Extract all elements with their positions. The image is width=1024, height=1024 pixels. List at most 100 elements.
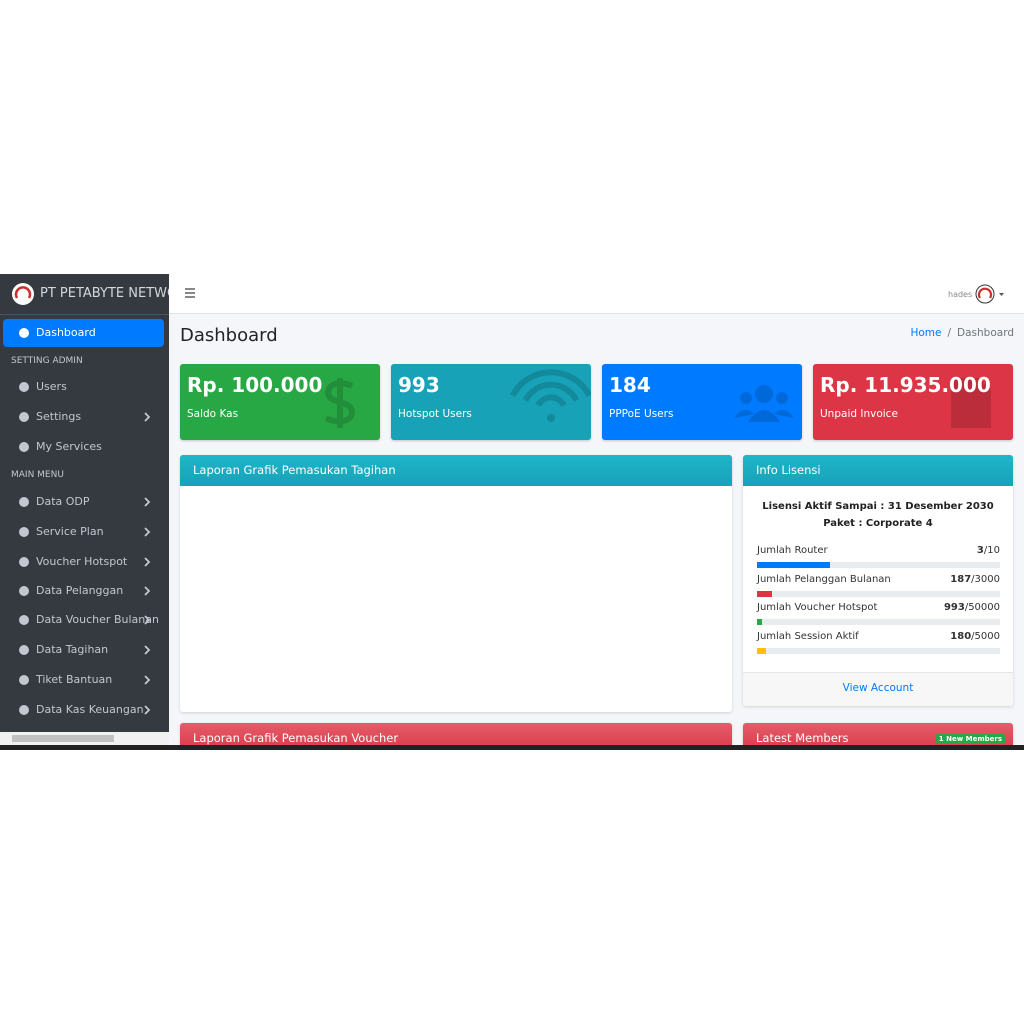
voucher-card: Laporan Grafik Pemasukan Voucher	[180, 723, 732, 746]
menu-label: Data Kas Keuangan	[36, 703, 144, 716]
icon-shape	[19, 615, 29, 625]
page-title: Dashboard	[180, 325, 278, 346]
chevron	[144, 645, 151, 655]
menu-heading: SETTING ADMIN	[11, 356, 83, 366]
logo-arc	[14, 286, 32, 299]
menu-heading: MAIN MENU	[11, 470, 64, 480]
stat-icon	[324, 378, 356, 428]
menu-icon	[19, 442, 29, 452]
stat-value: Rp. 11.935.000	[820, 373, 991, 397]
menu-item[interactable]: Voucher Hotspot	[3, 548, 164, 576]
chevron	[144, 557, 151, 567]
chevron	[144, 497, 151, 507]
card-title: Laporan Grafik Pemasukan Tagihan	[193, 463, 396, 477]
icon-shape	[19, 675, 29, 685]
menu-label: My Services	[36, 440, 102, 453]
stat-label: Unpaid Invoice	[820, 408, 898, 420]
usage-count: 180/5000	[950, 631, 1000, 642]
menu-item[interactable]: Data Kas Keuangan	[3, 696, 164, 724]
card-header: Laporan Grafik Pemasukan Tagihan	[180, 455, 732, 486]
chevron-shape	[144, 675, 151, 685]
view-account-link[interactable]: View Account	[842, 682, 914, 694]
stat-box: Rp. 100.000 Saldo Kas	[180, 364, 380, 440]
card-title: Info Lisensi	[756, 463, 821, 477]
progress-track	[757, 648, 1000, 655]
usage-label: Jumlah Session Aktif	[757, 631, 859, 643]
menu-item[interactable]: My Services	[3, 433, 164, 461]
menu-label: Dashboard	[36, 326, 96, 339]
menu-item[interactable]: Data Tagihan	[3, 636, 164, 664]
menu-item[interactable]: Data Voucher Bulanan	[3, 606, 164, 634]
usage-separator: /	[964, 602, 969, 614]
progress-bar	[757, 562, 830, 568]
icon-dollar	[324, 378, 356, 428]
icon-user	[740, 392, 752, 404]
icon-shape	[19, 705, 29, 715]
menu-item[interactable]: Data Pelanggan	[3, 577, 164, 605]
scroll-thumb	[12, 735, 114, 742]
chevron	[144, 412, 151, 422]
icon-shape	[19, 586, 29, 596]
chevron-shape	[144, 557, 151, 567]
stat-box: 993 Hotspot Users	[391, 364, 591, 440]
user-name: hades	[948, 290, 973, 299]
usage-limit: 3000	[974, 573, 1000, 585]
menu-label: Data Tagihan	[36, 643, 109, 656]
breadcrumb-separator: /	[947, 327, 952, 339]
menu-label: Users	[36, 380, 67, 393]
card-footer	[743, 672, 1013, 706]
menu-icon	[19, 586, 29, 596]
menu-icon	[19, 328, 29, 338]
license-card: Info Lisensi Lisensi Aktif Sampai : 31 De…	[743, 455, 1013, 706]
app: PT PETABYTE NETWORK Dashboard SETTING ADMI…	[0, 274, 1024, 746]
stat-label: Hotspot Users	[398, 408, 472, 420]
icon-user	[755, 385, 773, 403]
menu-label: Settings	[36, 410, 82, 423]
icon-shape	[19, 442, 29, 452]
usage-label: Jumlah Voucher Hotspot	[757, 602, 878, 614]
usage-used: 180	[950, 631, 972, 643]
user-avatar	[975, 284, 1004, 304]
menu-item[interactable]: Users	[3, 373, 164, 401]
stat-icon	[734, 385, 794, 422]
sidebar: PT PETABYTE NETWORK Dashboard SETTING ADMI…	[0, 274, 169, 746]
menu-item[interactable]: Tiket Bantuan	[3, 666, 164, 694]
icon-wifi	[509, 369, 591, 398]
card-title: Latest Members	[756, 731, 849, 745]
menu-toggle	[185, 288, 195, 298]
stat-icon	[951, 378, 991, 428]
breadcrumb: Home / Dashboard	[910, 327, 1014, 339]
members-badge: 1 New Members	[935, 734, 1005, 744]
usage-separator: /	[971, 573, 975, 585]
usage-count: 3/10	[977, 545, 1000, 556]
usage-used: 3	[976, 545, 984, 556]
chevron-shape	[144, 497, 151, 507]
menu-item[interactable]: Service Plan	[3, 518, 164, 546]
menu-icon	[19, 497, 29, 507]
navbar: hades	[169, 274, 1024, 314]
menu-icon	[19, 645, 29, 655]
chart-card: Laporan Grafik Pemasukan Tagihan	[180, 455, 732, 712]
menu-item[interactable]: Data ODP	[3, 488, 164, 516]
brand-text: PT PETABYTE NETWORK	[40, 286, 169, 301]
menu-item[interactable]: Dashboard	[3, 319, 164, 347]
menu-label: Data Pelanggan	[36, 584, 124, 597]
chevron	[144, 675, 151, 685]
menu-label: Data ODP	[36, 495, 90, 508]
chevron-shape	[144, 412, 151, 422]
stat-label: Saldo Kas	[187, 408, 239, 420]
chevron	[144, 615, 151, 625]
progress-track	[757, 562, 1000, 568]
progress-track	[757, 619, 1000, 626]
usage-label: Jumlah Pelanggan Bulanan	[757, 573, 891, 585]
progress-track	[757, 590, 1000, 597]
usage-limit: 10	[987, 545, 1000, 556]
brand-logo	[12, 283, 34, 305]
menu-icon	[19, 615, 29, 625]
members-card: Latest Members 1 New Members	[743, 723, 1013, 746]
chevron-shape	[144, 527, 151, 537]
icon-shape	[19, 328, 29, 338]
menu-item[interactable]: Settings	[3, 403, 164, 431]
icon-wifi	[535, 394, 567, 407]
